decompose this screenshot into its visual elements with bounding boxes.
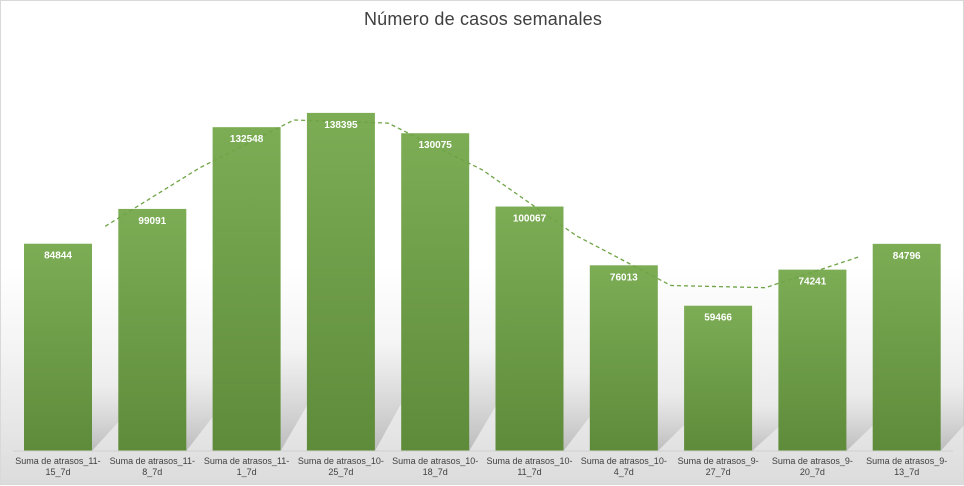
category-label-line: Suma de atrasos_11- [15, 456, 101, 466]
bar [684, 305, 753, 451]
category-label-line: Suma de atrasos_10- [297, 456, 384, 466]
bar [401, 133, 470, 451]
bar [589, 265, 658, 451]
category-label-line: 20_7d [799, 467, 825, 477]
category-label: Suma de atrasos_10- 4_7d [579, 456, 669, 478]
category-label-line: Suma de atrasos_10- [392, 456, 479, 466]
category-label-line: Suma de atrasos_9- [866, 456, 948, 466]
category-label: Suma de atrasos_9- 20_7d [767, 456, 857, 478]
category-label: Suma de atrasos_11- 8_7d [107, 456, 197, 478]
category-label-line: 15_7d [45, 467, 71, 477]
category-label: Suma de atrasos_10- 25_7d [296, 456, 386, 478]
category-label: Suma de atrasos_11- 15_7d [13, 456, 103, 478]
category-label-line: 1_7d [236, 467, 257, 477]
category-label: Suma de atrasos_11- 1_7d [202, 456, 292, 478]
data-label: 84844 [44, 251, 72, 262]
category-label-line: Suma de atrasos_10- [580, 456, 667, 466]
trendline [104, 119, 860, 289]
data-label: 138395 [324, 120, 358, 131]
category-label-line: 13_7d [894, 467, 920, 477]
category-label: Suma de atrasos_10- 11_7d [485, 456, 575, 478]
category-label: Suma de atrasos_9- 27_7d [673, 456, 763, 478]
category-label-line: 4_7d [613, 467, 634, 477]
category-label-line: Suma de atrasos_11- [109, 456, 195, 466]
data-label: 99091 [138, 216, 166, 227]
category-label-line: Suma de atrasos_9- [677, 456, 759, 466]
data-label: 76013 [610, 272, 638, 283]
chart-title: Número de casos semanales [363, 9, 603, 29]
bar [306, 112, 375, 452]
category-label: Suma de atrasos_9- 13_7d [862, 456, 952, 478]
category-label-line: 11_7d [517, 467, 542, 477]
bar [872, 243, 941, 451]
data-label: 84796 [893, 251, 921, 262]
data-label: 100067 [513, 214, 547, 225]
category-label-line: 8_7d [142, 467, 163, 477]
data-label: 132548 [230, 134, 264, 145]
category-label-line: Suma de atrasos_11- [203, 456, 290, 466]
category-label-line: 18_7d [422, 467, 448, 477]
data-label: 74241 [798, 277, 826, 288]
category-label-line: Suma de atrasos_9- [771, 456, 853, 466]
category-label-line: 27_7d [705, 467, 731, 477]
bar [118, 208, 187, 451]
category-label-line: Suma de atrasos_10- [486, 456, 573, 466]
category-label: Suma de atrasos_10- 18_7d [390, 456, 480, 478]
bar [24, 243, 92, 451]
bar [495, 206, 564, 451]
category-label-line: 25_7d [328, 467, 354, 477]
bar [212, 127, 281, 451]
bar [778, 269, 847, 451]
data-label: 59466 [704, 313, 732, 324]
data-label: 130075 [419, 140, 453, 151]
